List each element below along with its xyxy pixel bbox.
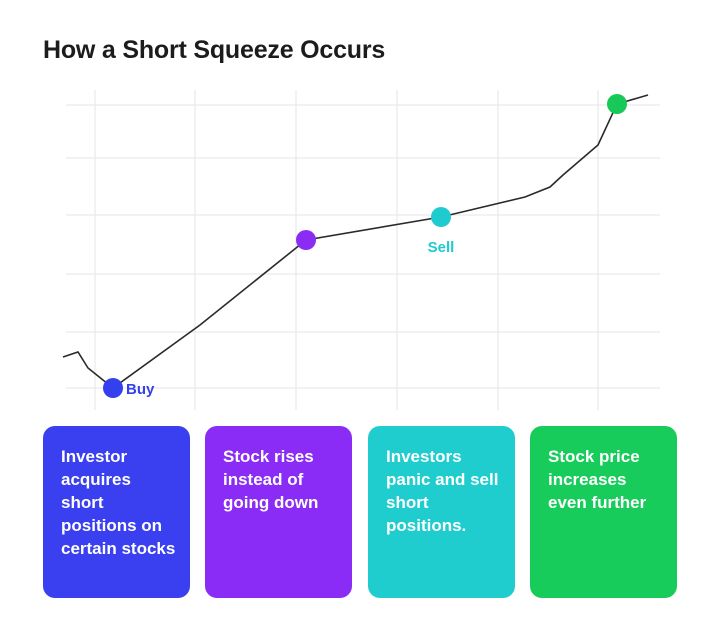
marker-label-sell: Sell bbox=[428, 239, 455, 256]
card-text: Investor acquires short positions on cer… bbox=[61, 447, 176, 558]
price-line bbox=[62, 94, 649, 390]
price-line-diagram: Buy Sell bbox=[62, 90, 660, 410]
page-title: How a Short Squeeze Occurs bbox=[43, 36, 386, 64]
markers: Buy Sell bbox=[103, 94, 627, 398]
marker-buy bbox=[103, 378, 123, 398]
card-investor-acquires: Investor acquires short positions on cer… bbox=[43, 426, 190, 598]
card-text: Stock rises instead of going down bbox=[223, 447, 319, 512]
marker-further bbox=[607, 94, 627, 114]
marker-label-buy: Buy bbox=[126, 381, 155, 398]
marker-sell bbox=[431, 207, 451, 227]
marker-rise bbox=[296, 230, 316, 250]
card-text: Stock price increases even further bbox=[548, 447, 647, 512]
card-text: Investors panic and sell short positions… bbox=[386, 447, 499, 535]
card-price-increases: Stock price increases even further bbox=[530, 426, 677, 598]
card-investors-panic: Investors panic and sell short positions… bbox=[368, 426, 515, 598]
grid bbox=[66, 90, 660, 410]
card-stock-rises: Stock rises instead of going down bbox=[205, 426, 352, 598]
